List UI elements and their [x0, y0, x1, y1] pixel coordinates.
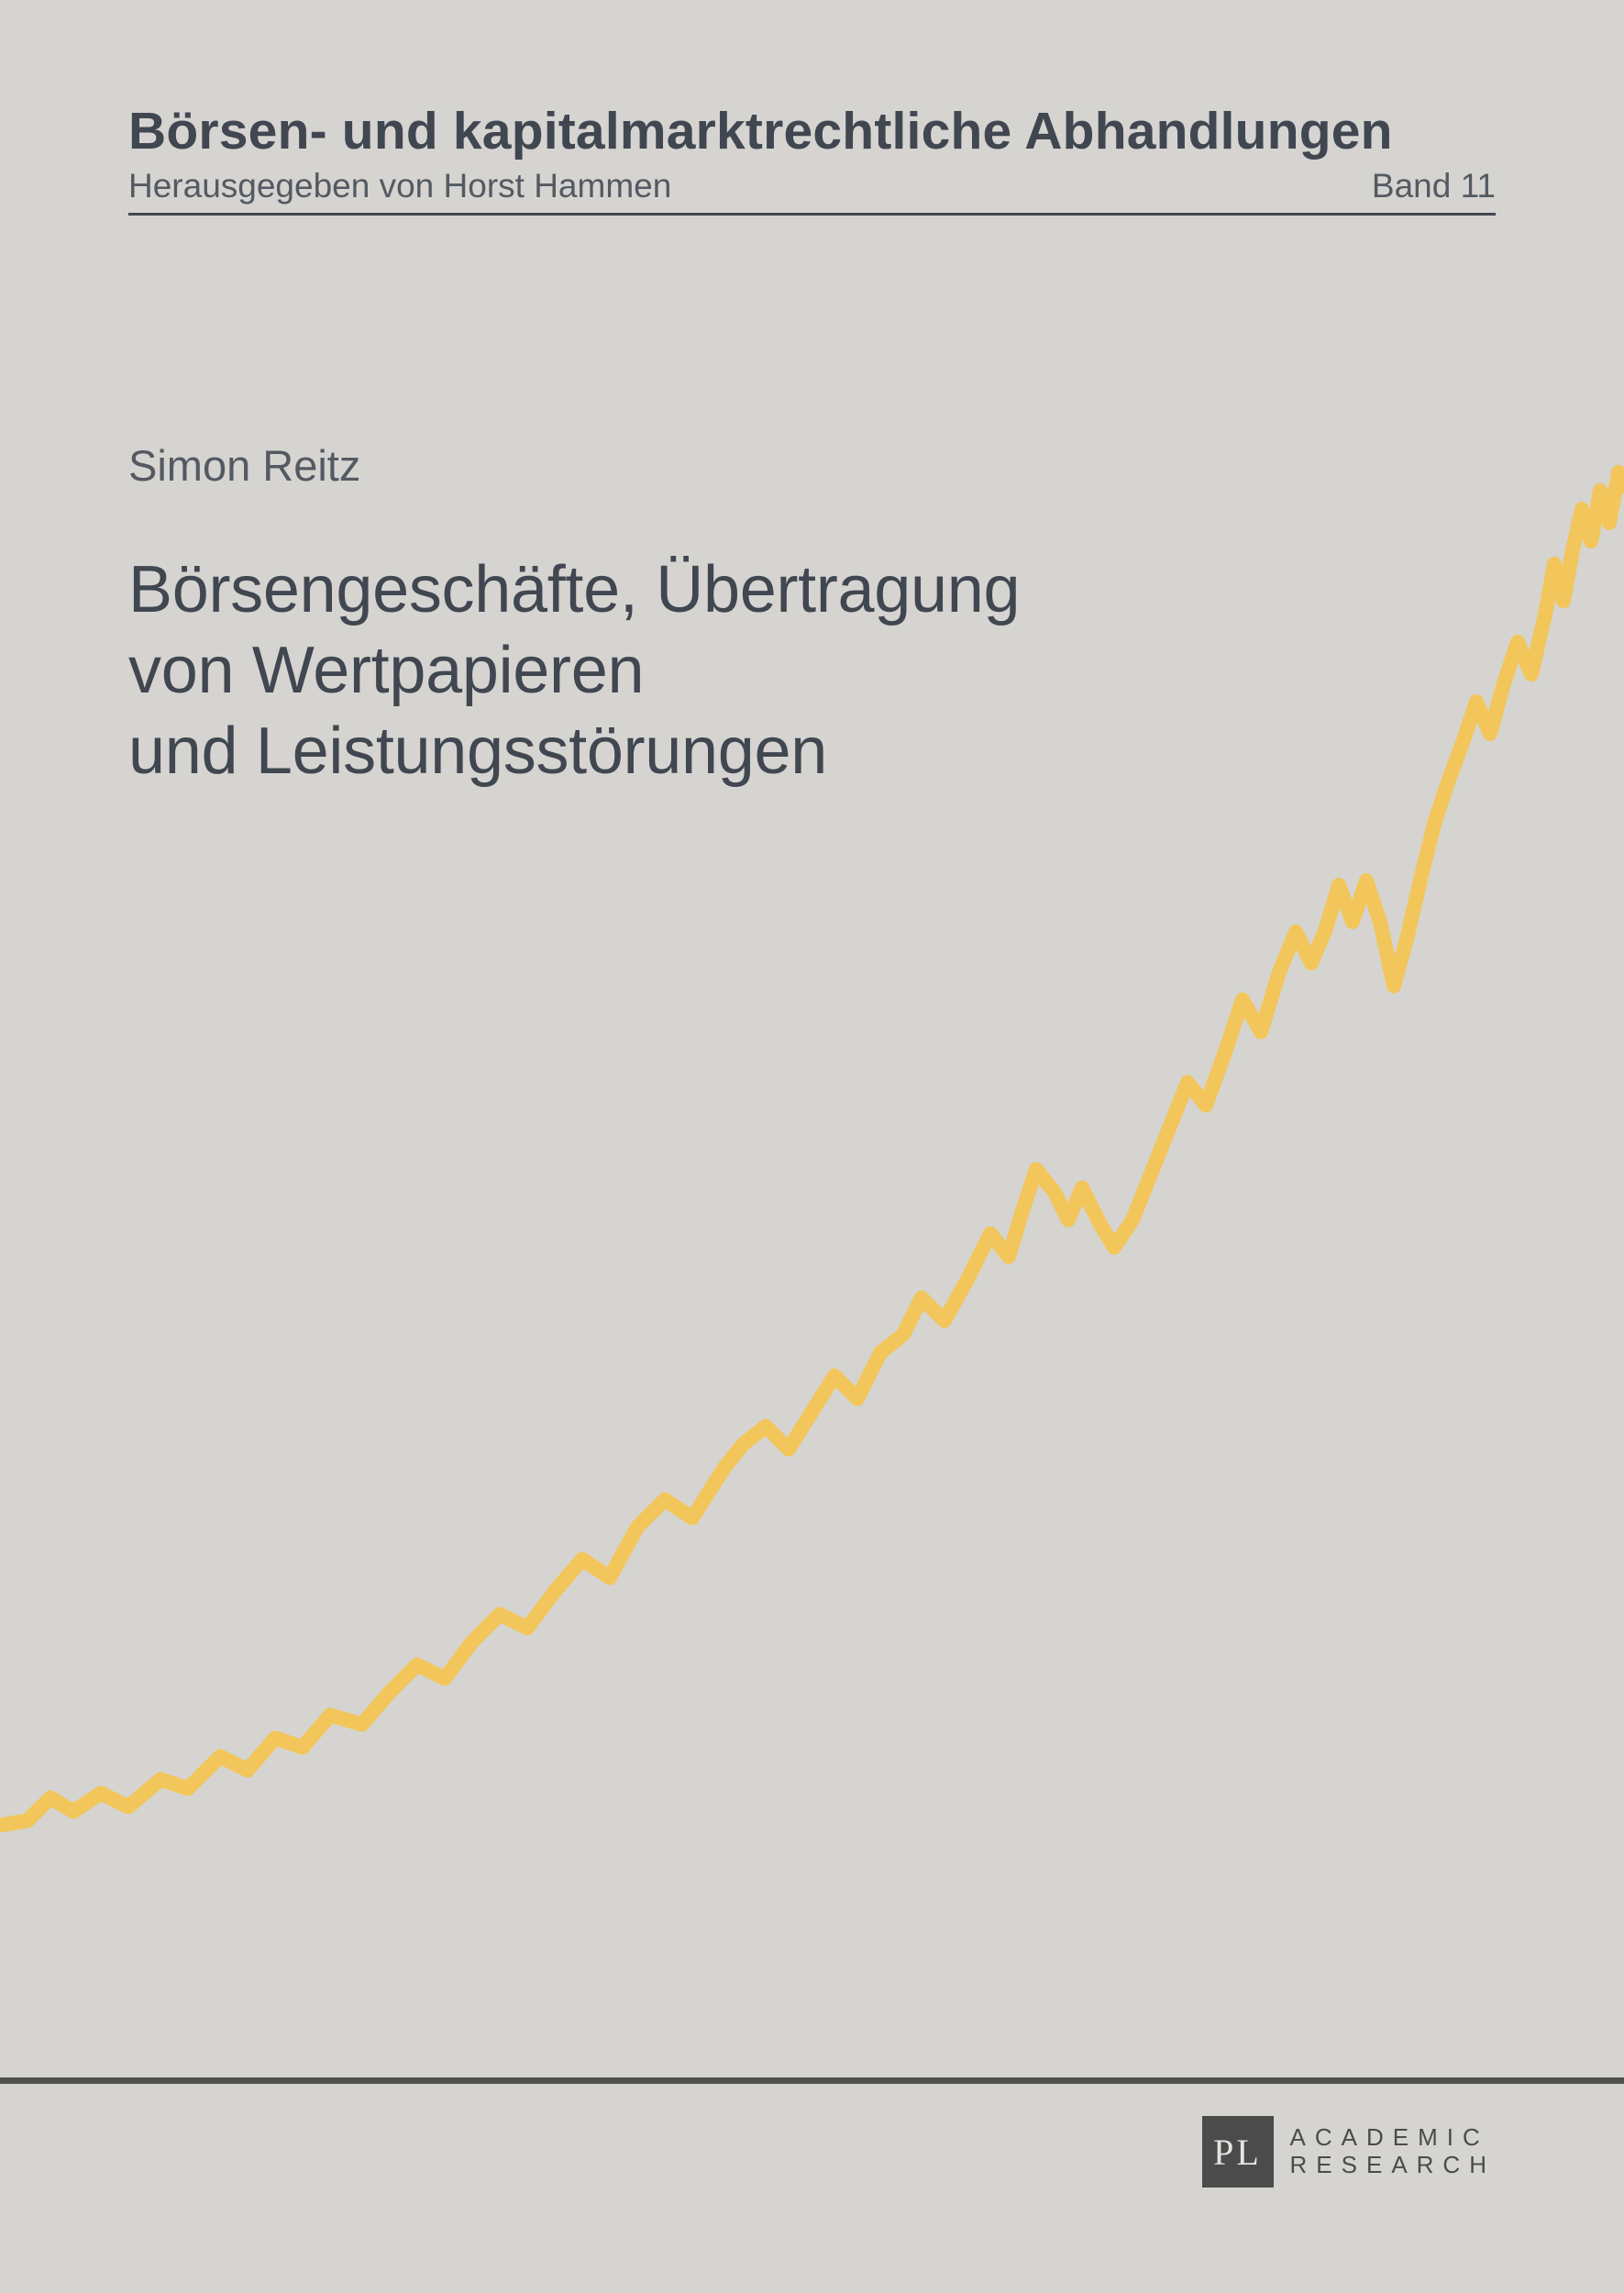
publisher-logo-box: PL	[1202, 2116, 1274, 2188]
series-title: Börsen- und kapitalmarktrechtliche Abhan…	[128, 101, 1496, 161]
header-block: Börsen- und kapitalmarktrechtliche Abhan…	[128, 101, 1496, 205]
volume-label: Band 11	[1372, 167, 1496, 205]
background-rect	[0, 0, 1624, 2293]
header-sub-row: Herausgegeben von Horst Hammen Band 11	[128, 167, 1496, 205]
author-name: Simon Reitz	[128, 440, 360, 491]
book-title: Börsengeschäfte, Übertragung von Wertpap…	[128, 550, 1020, 792]
title-line: von Wertpapieren	[128, 631, 1020, 712]
publisher-text: ACADEMIC RESEARCH	[1290, 2124, 1496, 2179]
bottom-rule	[0, 2077, 1624, 2084]
header-rule	[128, 213, 1496, 216]
editor-line: Herausgegeben von Horst Hammen	[128, 167, 671, 205]
stock-chart-line	[0, 0, 1624, 2293]
publisher-line2: RESEARCH	[1290, 2152, 1496, 2179]
book-cover: Börsen- und kapitalmarktrechtliche Abhan…	[0, 0, 1624, 2293]
title-line: und Leistungsstörungen	[128, 712, 1020, 792]
publisher-line1: ACADEMIC	[1290, 2124, 1496, 2152]
publisher-block: PL ACADEMIC RESEARCH	[1202, 2116, 1496, 2188]
title-line: Börsengeschäfte, Übertragung	[128, 550, 1020, 631]
